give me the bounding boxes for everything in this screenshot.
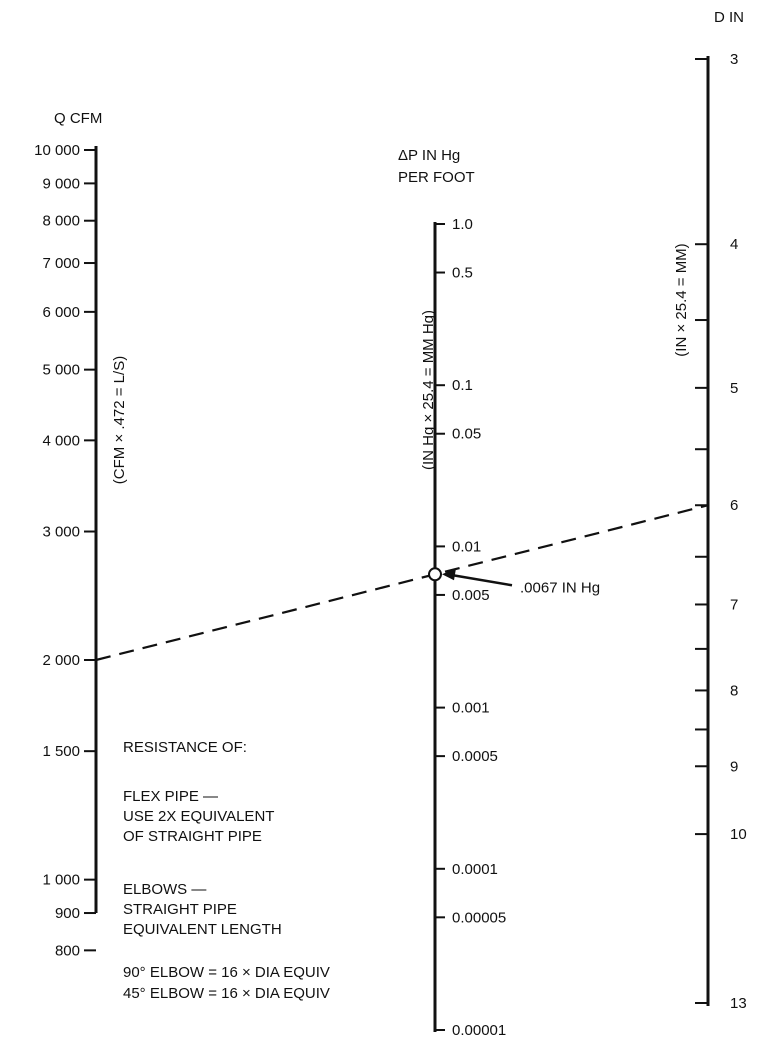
q-tick-label-4: 6 000 <box>42 304 80 321</box>
delta-p-conversion-label: (IN Hg × 25.4 = MM Hg) <box>420 310 437 470</box>
dp-tick-label-4: 0.01 <box>452 538 481 555</box>
d-in-axis-title: D IN <box>714 9 744 26</box>
example-arrow <box>442 568 513 587</box>
example-intersection-marker <box>428 567 442 582</box>
dp-tick-label-10: 0.00001 <box>452 1022 506 1039</box>
d-tick-label-13: 13 <box>730 995 747 1012</box>
dp-tick-label-6: 0.001 <box>452 700 490 717</box>
dp-tick-label-0: 1.0 <box>452 216 473 233</box>
dp-tick-label-7: 0.0005 <box>452 748 498 765</box>
q-tick-label-10: 1 000 <box>42 872 80 889</box>
q-tick-label-11: 900 <box>55 905 80 922</box>
note-elbows: ELBOWS — <box>123 881 206 898</box>
arrow-shaft <box>452 574 513 587</box>
q-conversion-label: (CFM × .472 = L/S) <box>111 356 128 484</box>
dp-tick-label-9: 0.00005 <box>452 909 506 926</box>
delta-p-axis-title-line-2: PER FOOT <box>398 169 475 186</box>
q-tick-label-3: 7 000 <box>42 255 80 272</box>
dp-tick-label-5: 0.005 <box>452 587 490 604</box>
d-tick-label-3: 5 <box>730 380 738 397</box>
note-use-2x: USE 2X EQUIVALENT <box>123 808 274 825</box>
q-tick-label-7: 3 000 <box>42 524 80 541</box>
note-equivalent-length: EQUIVALENT LENGTH <box>123 921 282 938</box>
q-tick-label-2: 8 000 <box>42 213 80 230</box>
d-tick-label-7: 7 <box>730 596 738 613</box>
delta-p-axis-title-line-1: ΔP IN Hg <box>398 147 460 164</box>
q-tick-label-1: 9 000 <box>42 175 80 192</box>
dp-tick-label-2: 0.1 <box>452 377 473 394</box>
d-tick-label-11: 9 <box>730 758 738 775</box>
q-tick-label-0: 10 000 <box>34 142 80 159</box>
d-tick-label-12: 10 <box>730 826 747 843</box>
d-tick-label-9: 8 <box>730 682 738 699</box>
q-tick-label-8: 2 000 <box>42 652 80 669</box>
note-resistance-of: RESISTANCE OF: <box>123 739 247 756</box>
delta-p-ticks: 1.0 0.5 0.1 0.05 0.01 0.005 0.001 0.0005 0.0001 0… <box>435 216 506 1039</box>
arrow-head <box>442 568 456 581</box>
d-in-ticks: 3 4 5 6 7 8 9 10 13 <box>695 51 747 1012</box>
q-cfm-axis-title: Q CFM <box>54 110 102 127</box>
example-dashed-line <box>95 504 709 662</box>
note-45-elbow: 45° ELBOW = 16 × DIA EQUIV <box>123 985 330 1002</box>
note-of-straight-pipe: OF STRAIGHT PIPE <box>123 828 262 845</box>
q-tick-label-12: 800 <box>55 942 80 959</box>
dp-tick-label-3: 0.05 <box>452 426 481 443</box>
q-cfm-ticks: 10 000 9 000 8 000 7 000 6 000 5 000 4 000 3 00… <box>34 142 96 959</box>
d-tick-label-0: 3 <box>730 51 738 68</box>
example-value-label: .0067 IN Hg <box>520 579 600 596</box>
dp-tick-label-8: 0.0001 <box>452 861 498 878</box>
d-tick-label-1: 4 <box>730 236 738 253</box>
q-tick-label-6: 4 000 <box>42 432 80 449</box>
d-conversion-label: (IN × 25.4 = MM) <box>673 243 690 356</box>
dp-tick-label-1: 0.5 <box>452 265 473 282</box>
note-90-elbow: 90° ELBOW = 16 × DIA EQUIV <box>123 964 330 981</box>
q-tick-label-5: 5 000 <box>42 362 80 379</box>
d-tick-label-5: 6 <box>730 497 738 514</box>
q-tick-label-9: 1 500 <box>42 743 80 760</box>
note-straight-pipe: STRAIGHT PIPE <box>123 901 237 918</box>
note-flex-pipe: FLEX PIPE — <box>123 788 218 805</box>
